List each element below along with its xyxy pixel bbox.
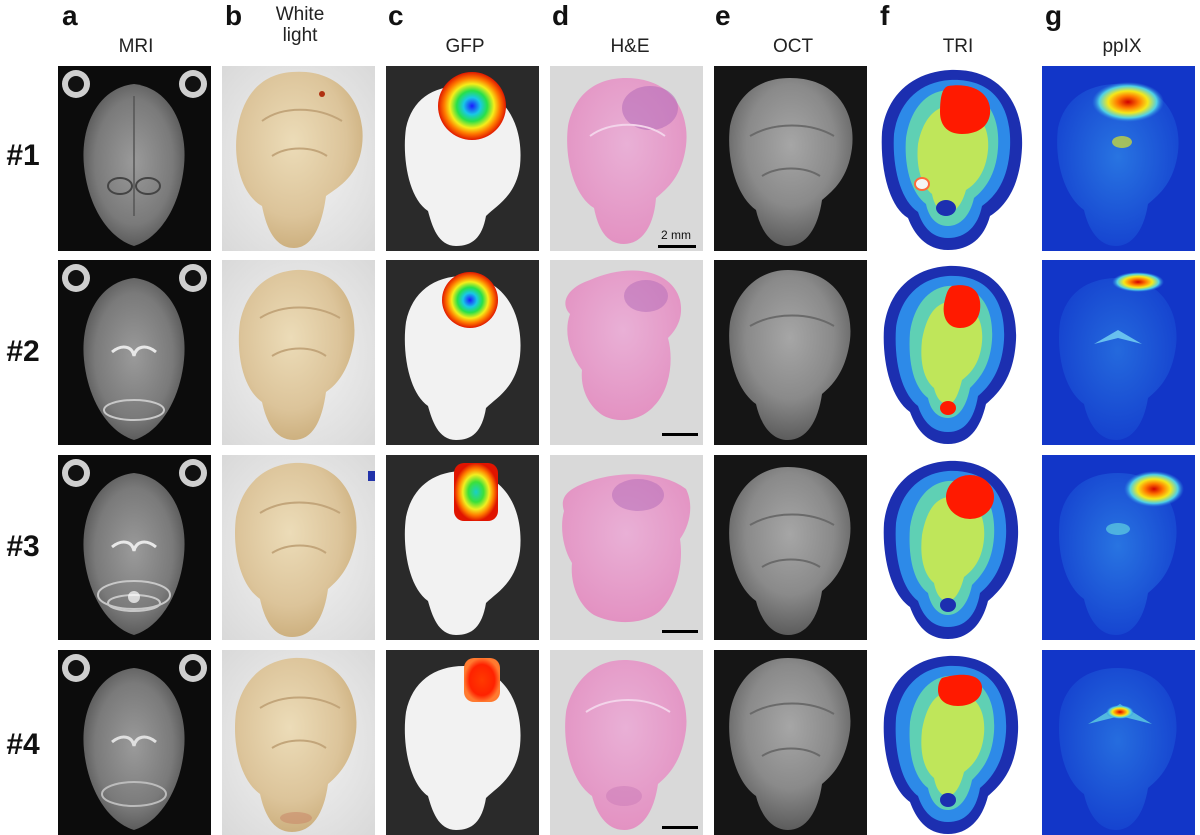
panel-letter-d: d — [552, 0, 570, 31]
white-light-image-3 — [222, 455, 375, 640]
he-image-1 — [550, 66, 703, 251]
panel-letter-g: g — [1045, 0, 1063, 31]
tri-image-2 — [878, 260, 1031, 445]
column-title-he: H&E — [610, 36, 650, 57]
ppix-image-3 — [1042, 455, 1195, 640]
row-label-4: #4 — [6, 728, 40, 761]
panel-letter-e: e — [715, 0, 731, 31]
scale-bar-label: 2 mm — [661, 228, 691, 242]
white-light-image-2 — [222, 260, 375, 445]
row-label-1: #1 — [6, 139, 40, 172]
column-title-white-light: White light — [275, 4, 325, 46]
tri-image-4 — [878, 650, 1031, 835]
he-image-4 — [550, 650, 703, 835]
mri-image-4 — [58, 650, 211, 835]
he-image-2 — [550, 260, 703, 445]
column-title-tri: TRI — [942, 36, 974, 57]
column-title-gfp: GFP — [445, 36, 485, 57]
row-label-2: #2 — [6, 335, 40, 368]
column-title-oct: OCT — [772, 36, 814, 57]
scale-bar-2 — [662, 433, 698, 436]
oct-image-3 — [714, 455, 867, 640]
tri-image-1 — [878, 66, 1031, 251]
oct-image-1 — [714, 66, 867, 251]
oct-image-2 — [714, 260, 867, 445]
mri-image-1 — [58, 66, 211, 251]
row-label-3: #3 — [6, 530, 40, 563]
scale-bar-1 — [658, 245, 696, 248]
oct-image-4 — [714, 650, 867, 835]
gfp-image-3 — [386, 455, 539, 640]
panel-letter-f: f — [880, 0, 890, 31]
panel-letter-a: a — [62, 0, 78, 31]
ppix-image-2 — [1042, 260, 1195, 445]
he-image-3 — [550, 455, 703, 640]
mri-image-3 — [58, 455, 211, 640]
panel-letter-b: b — [225, 0, 243, 31]
mri-image-2 — [58, 260, 211, 445]
white-light-image-1 — [222, 66, 375, 251]
column-title-mri: MRI — [118, 36, 154, 57]
ppix-image-1 — [1042, 66, 1195, 251]
gfp-image-4 — [386, 650, 539, 835]
scale-bar-3 — [662, 630, 698, 633]
gfp-image-2 — [386, 260, 539, 445]
gfp-image-1 — [386, 66, 539, 251]
column-title-ppix: ppIX — [1102, 36, 1142, 57]
scale-bar-4 — [662, 826, 698, 829]
panel-letter-c: c — [388, 0, 404, 31]
tri-image-3 — [878, 455, 1031, 640]
ppix-image-4 — [1042, 650, 1195, 835]
white-light-image-4 — [222, 650, 375, 835]
